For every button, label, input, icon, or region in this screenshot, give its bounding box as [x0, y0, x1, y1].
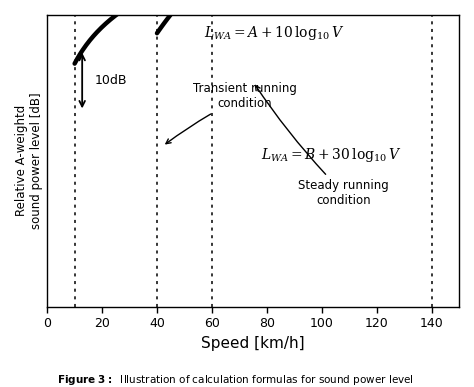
X-axis label: Speed [km/h]: Speed [km/h]: [201, 336, 305, 351]
Text: $L_{WA} = B + 30\,\log_{10} V$: $L_{WA} = B + 30\,\log_{10} V$: [261, 146, 402, 164]
Text: Steady running
condition: Steady running condition: [255, 86, 389, 207]
Text: $L_{WA} = A + 10\,\log_{10} V$: $L_{WA} = A + 10\,\log_{10} V$: [204, 24, 344, 42]
Text: Transient running
condition: Transient running condition: [166, 82, 297, 144]
Text: $\mathbf{Figure\ 3:}$  Illustration of calculation formulas for sound power leve: $\mathbf{Figure\ 3:}$ Illustration of ca…: [57, 373, 414, 387]
Text: 10dB: 10dB: [94, 74, 127, 87]
Y-axis label: Relative A-weightd
sound power level [dB]: Relative A-weightd sound power level [dB…: [15, 92, 43, 229]
